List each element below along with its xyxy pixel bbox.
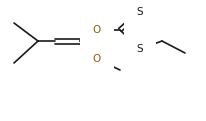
Text: O: O bbox=[93, 25, 101, 35]
Text: S: S bbox=[137, 44, 143, 54]
Text: O: O bbox=[93, 54, 101, 64]
Text: S: S bbox=[137, 7, 143, 17]
